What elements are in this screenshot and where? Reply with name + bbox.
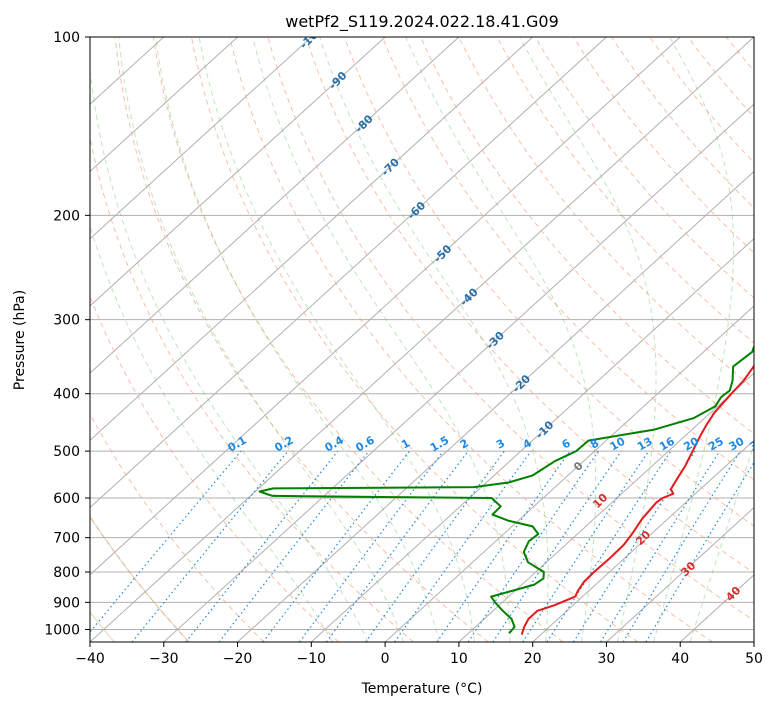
isotherm-line: [458, 372, 754, 642]
moist-adiabat-line: [653, 37, 735, 642]
dry-adiabat-line: [267, 37, 754, 622]
x-tick-label: −10: [297, 651, 327, 667]
dry-adiabat-line: [458, 37, 754, 389]
moist-adiabat-line: [405, 37, 597, 642]
mixing-ratio-line: [394, 450, 532, 642]
y-tick-label: 400: [53, 387, 80, 403]
mixing-ratio-line: [467, 450, 599, 642]
isotherm-line: [90, 37, 681, 576]
x-tick-label: 50: [745, 651, 763, 667]
mixing-ratio-line: [600, 450, 721, 642]
isotherm-line: [90, 37, 754, 642]
y-axis-label: Pressure (hPa): [12, 290, 28, 390]
dry-adiabat-line: [229, 37, 713, 642]
moist-adiabat-line: [252, 37, 511, 642]
isotherm-line: [90, 37, 312, 240]
dewpoint-profile-line: [258, 343, 754, 634]
mixing-ratio-line: [546, 450, 672, 642]
mixing-ratio-line: [572, 450, 696, 642]
mixing-ratio-line: [436, 450, 571, 642]
y-tick-label: 900: [53, 595, 80, 611]
moist-adiabat-line: [90, 64, 369, 642]
isotherm-line: [90, 37, 534, 442]
mixing-ratio-label: 36: [747, 434, 767, 453]
y-tick-label: 800: [53, 565, 80, 581]
x-tick-label: 30: [598, 651, 616, 667]
y-tick-label: 700: [53, 531, 80, 547]
isotherm-line: [532, 439, 754, 642]
moist-adiabat-line: [90, 224, 333, 642]
y-tick-label: 500: [53, 444, 80, 460]
isotherm-line: [90, 37, 460, 374]
dry-adiabat-line: [420, 37, 754, 435]
moist-adiabat-line: [118, 37, 404, 642]
temperature-profile-line: [520, 364, 754, 635]
mixing-ratio-line: [131, 450, 289, 642]
isotherm-line: [606, 506, 754, 642]
moist-adiabat-line: [319, 37, 549, 642]
isotherm-line: [310, 237, 754, 642]
x-tick-label: 0: [381, 651, 390, 667]
chart-title: wetPf2_S119.2024.022.18.41.G09: [285, 12, 559, 32]
y-tick-label: 1000: [44, 622, 80, 638]
y-tick-label: 300: [53, 313, 80, 329]
x-axis-label: Temperature (°C): [361, 681, 483, 697]
y-tick-label: 600: [53, 491, 80, 507]
mixing-ratio-line: [262, 450, 410, 642]
isotherm-line: [384, 305, 754, 642]
dry-adiabat-line: [90, 135, 414, 642]
isotherm-line: [90, 37, 238, 173]
adiabat-curve: [90, 515, 190, 642]
y-tick-label: 200: [53, 208, 80, 224]
mixing-ratio-line: [185, 450, 339, 642]
dry-adiabat-line: [496, 37, 754, 344]
plot-frame: [89, 36, 755, 643]
isotherm-line: [90, 37, 607, 509]
dry-adiabat-line: [305, 37, 754, 574]
isotherm-line: [90, 37, 386, 307]
x-tick-label: 40: [671, 651, 689, 667]
dry-adiabat-line: [90, 412, 265, 642]
isotherm-line: [163, 103, 754, 642]
x-tick-label: −30: [149, 651, 179, 667]
dry-adiabat-line: [343, 37, 754, 527]
mixing-ratio-line: [622, 450, 741, 642]
dry-adiabat-line: [90, 295, 339, 642]
y-tick-label: 100: [53, 30, 80, 46]
x-tick-label: 20: [524, 651, 542, 667]
moist-adiabat-line: [689, 442, 754, 642]
mixing-ratio-line: [645, 461, 754, 642]
x-tick-label: 10: [450, 651, 468, 667]
mixing-ratio-line: [522, 450, 650, 642]
mixing-ratio-line: [492, 450, 622, 642]
x-tick-label: −40: [75, 651, 105, 667]
isotherm-line: [237, 170, 754, 642]
x-tick-label: −20: [223, 651, 253, 667]
